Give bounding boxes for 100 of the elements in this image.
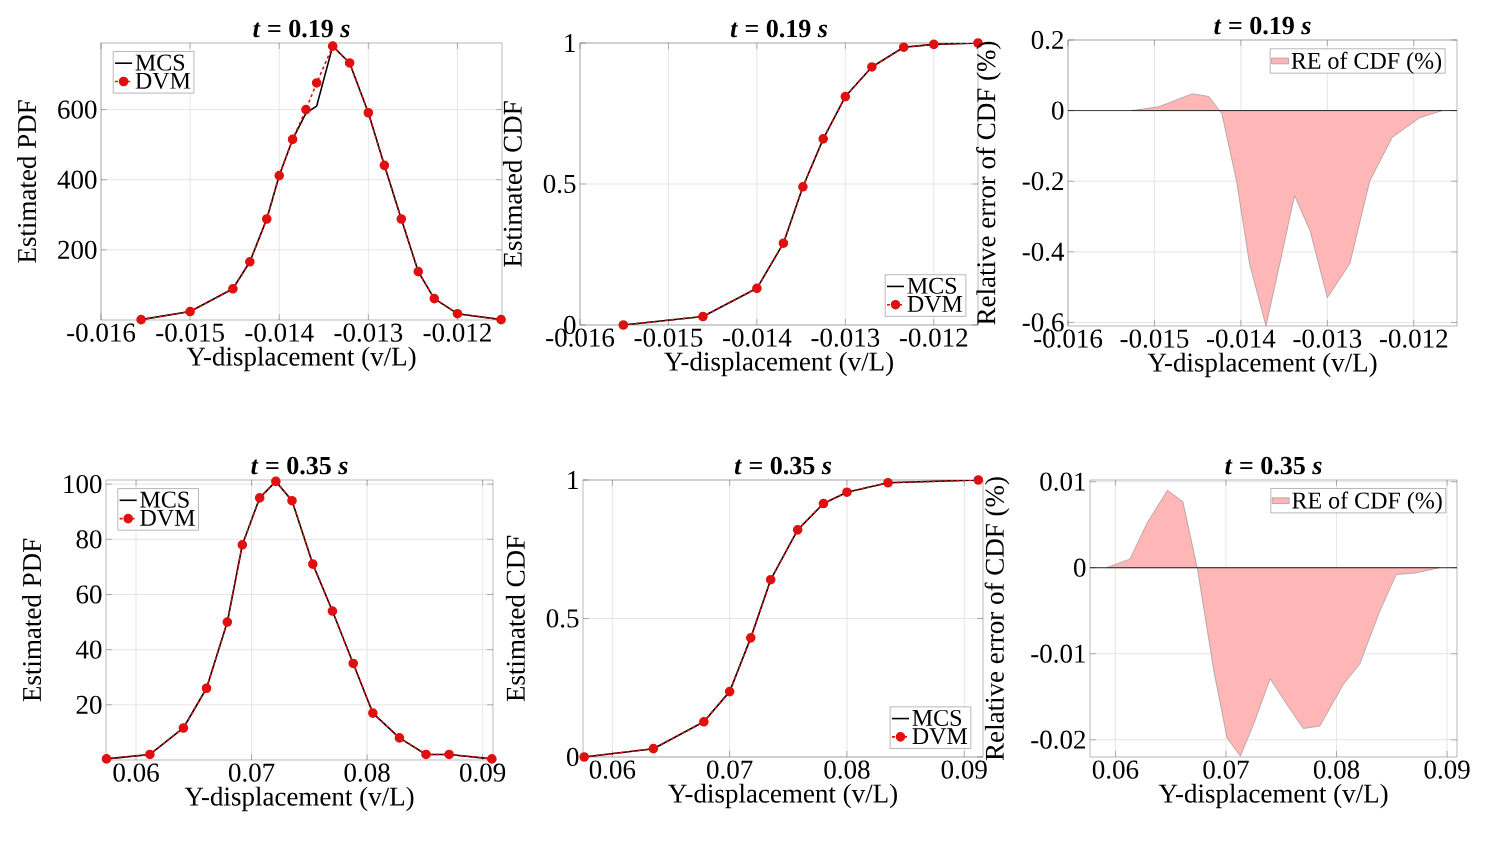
x-axis-title: Y-displacement (v/L) [1158,783,1388,809]
legend-label: MCS [912,709,962,726]
x-tick-label: -0.012 [423,323,491,342]
point [883,477,893,488]
point [254,493,265,503]
y-tick-label: 0.5 [546,609,579,628]
y-tick-label: 0.2 [1031,30,1063,50]
chart-title: t = 0.35 s [734,456,832,475]
y-tick-label: -0.02 [1031,730,1085,749]
y-axis-title: Relative error of CDF (%) [984,477,1010,761]
point [228,283,238,294]
point [344,58,355,68]
point [496,314,506,325]
point [271,476,281,487]
point [327,41,338,51]
x-tick-label: 0.09 [460,763,506,782]
x-axis-title: Y-displacement (v/L) [1147,352,1377,378]
x-tick-label: -0.016 [67,323,136,342]
point [287,495,297,506]
y-tick-label: 40 [76,640,102,659]
legend-label: DVM [140,509,195,527]
point [308,559,318,569]
point [928,39,939,50]
x-axis-title: Y-displacement (v/L) [184,786,414,812]
x-tick-label: -0.012 [1379,329,1448,348]
point [648,743,659,754]
point [840,91,851,102]
point [444,749,454,760]
point [778,238,789,249]
x-tick-label: -0.013 [334,323,403,342]
x-tick-label: 0.08 [824,760,870,779]
x-tick-label: 0.07 [1203,760,1249,779]
point [274,170,285,181]
point [368,708,378,718]
x-tick-label: 0.07 [707,760,753,779]
y-tick-label: 600 [58,100,97,119]
point [792,525,803,535]
point [579,752,589,762]
y-axis-title: Estimated PDF [17,100,37,263]
y-tick-label: -0.01 [1031,644,1085,663]
point [752,283,762,294]
point [237,540,248,550]
point [301,104,311,115]
point [245,256,255,267]
x-tick-label: 0.07 [228,763,275,782]
x-tick-label: -0.015 [156,323,224,342]
x-tick-label: -0.012 [899,328,968,347]
y-tick-label: 80 [76,530,102,549]
point [699,717,709,727]
chart-title: t = 0.35 s [251,456,348,475]
y-tick-label: -0.2 [1022,172,1063,191]
x-tick-label: -0.013 [1293,329,1362,348]
point [867,62,877,72]
y-tick-label: 0.01 [1040,472,1085,491]
point [178,723,189,733]
point [327,606,338,616]
x-tick-label: -0.015 [634,328,703,347]
point [973,475,984,485]
point [311,78,322,88]
y-tick-label: 0 [567,747,579,767]
x-tick-label: -0.014 [723,328,792,347]
x-tick-label: 0.08 [344,763,390,782]
point [798,182,808,192]
chart-title: t = 0.35 s [1225,456,1322,475]
point [363,107,374,118]
chart-title: t = 0.19 s [730,19,828,38]
x-tick-label: 0.06 [1092,760,1139,779]
y-axis-title: Relative error of CDF (%) [976,41,1001,325]
point [136,314,146,325]
x-tick-label: -0.014 [1207,329,1276,348]
point [818,498,829,509]
point [101,754,112,764]
point [261,214,272,224]
y-tick-label: 1 [565,34,575,52]
legend-label: MCS [135,54,185,71]
legend-label: MCS [907,277,957,294]
point [765,574,776,585]
y-tick-label: -0.4 [1022,242,1065,261]
legend-label: RE of CDF (%) [1292,491,1442,514]
point [452,308,463,319]
x-tick-label: 0.06 [113,763,159,782]
point [724,686,735,697]
point [487,754,497,764]
legend-label: MCS [140,491,189,508]
point [185,306,195,317]
point [745,633,756,643]
y-tick-label: 0 [1074,558,1086,577]
point [429,293,440,304]
point [898,42,909,53]
legend-label: DVM [912,728,968,745]
x-axis-title: Y-displacement (v/L) [668,783,897,809]
x-axis-title: Y-displacement (v/L) [186,346,416,372]
x-tick-label: 0.06 [589,760,636,779]
y-tick-label: 0.5 [543,174,576,194]
y-tick-label: 60 [76,585,102,604]
point [698,311,708,322]
point [818,134,829,144]
x-tick-label: -0.014 [245,323,314,342]
y-axis-title: Estimated CDF [505,535,525,702]
point [421,749,431,760]
